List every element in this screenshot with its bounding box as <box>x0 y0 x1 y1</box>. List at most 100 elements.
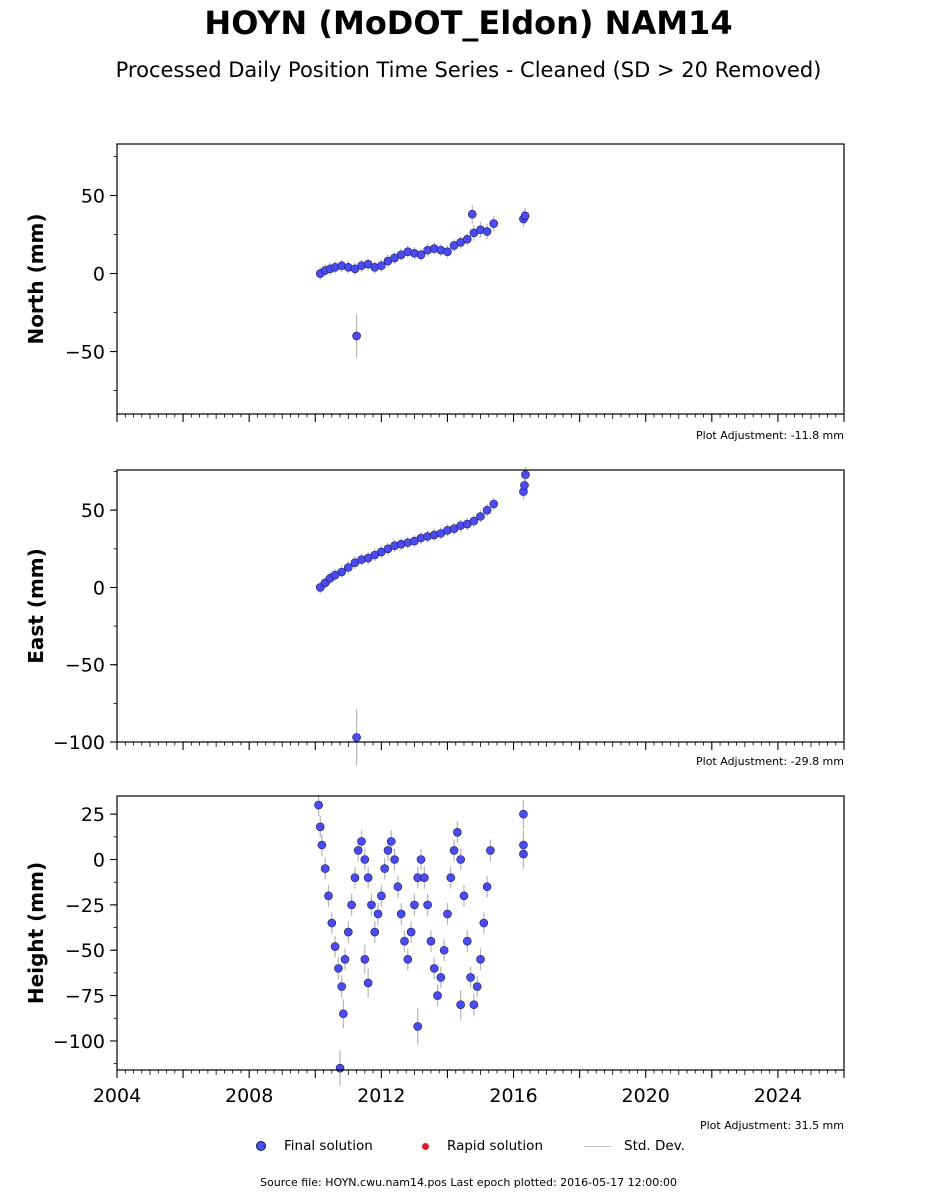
height-data-point <box>320 864 330 873</box>
east-data-point <box>476 512 485 521</box>
height-data-point <box>334 964 343 973</box>
north-data-point <box>489 219 499 228</box>
east-y-tick-label: 50 <box>81 500 105 522</box>
height-data-point <box>315 822 325 832</box>
height-x-tick-label: 2024 <box>754 1085 802 1107</box>
height-data-point <box>519 840 528 850</box>
height-data-point <box>413 1022 423 1031</box>
height-data-point <box>386 837 396 846</box>
east-y-tick-label: 0 <box>93 577 105 599</box>
height-data-point <box>426 936 436 946</box>
legend: Final solution Rapid solution Std. Dev. <box>250 1138 710 1158</box>
height-plot-adjustment: Plot Adjustment: 31.5 mm <box>699 1119 844 1132</box>
height-data-point <box>360 855 370 864</box>
source-footer: Source file: HOYN.cwu.nam14.pos Last epo… <box>260 1176 677 1189</box>
height-data-point <box>486 846 495 855</box>
height-data-point <box>367 900 376 910</box>
height-data-point <box>393 882 403 892</box>
height-data-point <box>462 936 472 946</box>
height-data-point <box>436 973 446 982</box>
east-data-point <box>352 733 361 742</box>
height-data-point <box>396 909 406 919</box>
height-data-point <box>466 973 475 982</box>
height-y-tick-label: −25 <box>65 895 105 917</box>
height-data-point <box>476 955 485 964</box>
north-data-point <box>352 331 361 341</box>
height-x-tick-label: 2004 <box>93 1085 141 1107</box>
east-data-point <box>520 481 529 490</box>
east-data-point <box>482 505 492 515</box>
height-data-point <box>453 827 462 837</box>
east-y-tick-label: −50 <box>65 655 105 677</box>
height-data-point <box>350 873 360 882</box>
east-y-tick-label: −100 <box>53 732 105 754</box>
height-data-point <box>433 991 442 1000</box>
height-data-point <box>479 918 489 928</box>
height-data-point <box>416 855 426 864</box>
legend-final-label: Final solution <box>284 1138 373 1154</box>
height-plot-frame <box>116 795 845 1071</box>
height-data-point <box>406 927 416 937</box>
legend-final-marker <box>256 1141 266 1151</box>
legend-std-label: Std. Dev. <box>624 1138 685 1154</box>
height-data-point <box>519 849 528 859</box>
height-data-point <box>420 873 429 882</box>
height-data-point <box>400 936 409 946</box>
height-data-point <box>363 873 373 882</box>
height-data-point <box>347 900 356 910</box>
east-data-point <box>489 499 499 509</box>
legend-rapid-label: Rapid solution <box>447 1138 543 1154</box>
height-x-tick-label: 2016 <box>489 1085 537 1107</box>
height-x-tick-label: 2012 <box>357 1085 405 1107</box>
height-y-tick-label: −75 <box>65 986 105 1008</box>
height-y-axis-label: Height (mm) <box>24 862 48 1004</box>
north-y-tick-label: −50 <box>65 342 105 364</box>
height-data-point <box>330 942 340 951</box>
east-y-axis-label: East (mm) <box>24 548 48 664</box>
east-data-point <box>469 516 479 526</box>
height-data-point <box>443 909 452 919</box>
height-data-point <box>429 964 439 973</box>
height-data-point <box>423 900 432 910</box>
height-data-point <box>317 840 327 850</box>
height-data-point <box>380 864 389 873</box>
legend-final: Final solution <box>256 1138 373 1154</box>
height-plot-area <box>117 796 844 1070</box>
north-y-axis-label: North (mm) <box>24 213 48 344</box>
height-y-tick-label: −100 <box>53 1031 105 1053</box>
north-data-point <box>482 227 492 236</box>
chart-title: HOYN (MoDOT_Eldon) NAM14 <box>204 4 733 42</box>
height-y-tick-label: 0 <box>93 850 105 872</box>
height-data-point <box>340 955 350 964</box>
north-data-point <box>467 209 477 219</box>
height-data-point <box>337 982 347 991</box>
height-data-point <box>357 837 366 846</box>
height-data-point <box>456 1000 465 1009</box>
height-data-point <box>390 855 399 864</box>
height-data-point <box>449 846 459 855</box>
height-data-point <box>459 891 469 901</box>
height-data-point <box>469 1000 479 1009</box>
height-data-point <box>472 982 482 991</box>
height-data-point <box>339 1009 348 1019</box>
height-data-point <box>383 846 393 855</box>
north-plot-adjustment: Plot Adjustment: -11.8 mm <box>696 429 844 442</box>
height-y-tick-label: −50 <box>65 940 105 962</box>
east-data-point <box>344 563 353 572</box>
height-data-point <box>363 978 373 988</box>
height-data-point <box>360 955 370 964</box>
legend-rapid-marker <box>422 1142 429 1150</box>
north-y-tick-label: 0 <box>93 264 105 286</box>
north-data-point <box>416 250 426 260</box>
height-data-point <box>344 927 353 937</box>
height-data-point <box>377 891 386 901</box>
height-y-tick-label: 25 <box>81 804 105 826</box>
height-data-point <box>353 846 363 855</box>
height-x-tick-label: 2008 <box>225 1085 273 1107</box>
height-data-point <box>373 909 383 919</box>
north-plot-frame <box>116 143 845 415</box>
height-data-point <box>410 900 419 910</box>
height-data-point <box>403 955 413 964</box>
height-data-point <box>446 873 456 882</box>
legend-std: Std. Dev. <box>584 1138 685 1154</box>
